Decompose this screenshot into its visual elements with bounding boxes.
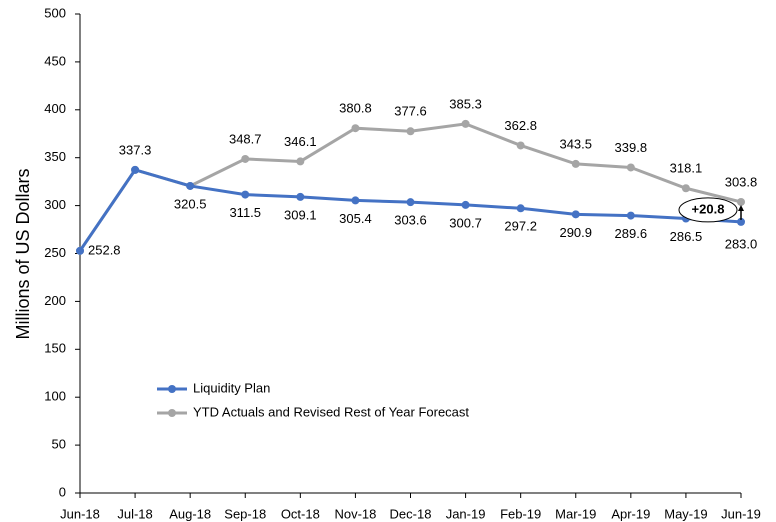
point	[296, 157, 305, 166]
data-label: 303.8	[725, 174, 758, 189]
data-label: 305.4	[339, 211, 372, 226]
data-label: 289.6	[615, 226, 648, 241]
point	[351, 196, 360, 205]
point	[461, 200, 470, 209]
x-tick-label: Apr-19	[611, 506, 650, 521]
y-tick-label: 200	[44, 293, 66, 308]
data-label: 283.0	[725, 236, 758, 251]
data-label: 303.6	[394, 213, 427, 228]
data-label: 343.5	[559, 136, 592, 151]
x-tick-label: Oct-18	[281, 506, 320, 521]
annotation-arrowhead	[738, 204, 744, 211]
data-label: 297.2	[504, 219, 537, 234]
data-label: 309.1	[284, 207, 317, 222]
point	[76, 246, 84, 255]
data-label: 320.5	[174, 196, 207, 211]
data-label: 311.5	[229, 205, 261, 220]
x-tick-label: Jun-19	[721, 506, 761, 521]
point	[737, 217, 745, 226]
point	[406, 127, 415, 136]
point	[626, 163, 635, 172]
y-tick-label: 350	[44, 149, 66, 164]
x-tick-label: Sep-18	[224, 506, 266, 521]
legend-marker	[168, 409, 176, 417]
data-label: 337.3	[119, 142, 152, 157]
data-label: 290.9	[559, 225, 592, 240]
point	[516, 141, 525, 150]
data-label: 346.1	[284, 134, 317, 149]
y-tick-label: 100	[44, 389, 66, 404]
point	[571, 210, 580, 219]
point	[737, 197, 745, 206]
x-tick-label: Jun-18	[60, 506, 100, 521]
point	[296, 192, 305, 201]
x-tick-label: Mar-19	[555, 506, 596, 521]
point	[351, 124, 360, 133]
point	[131, 165, 140, 174]
point	[571, 159, 580, 168]
x-tick-label: Feb-19	[500, 506, 541, 521]
data-label: 318.1	[670, 161, 703, 176]
point	[406, 198, 415, 207]
data-label: 339.8	[615, 140, 648, 155]
x-tick-label: Dec-18	[390, 506, 432, 521]
data-label: 348.7	[229, 131, 262, 146]
legend-label: Liquidity Plan	[193, 380, 270, 395]
point	[241, 190, 250, 199]
point	[626, 211, 635, 220]
legend-marker	[168, 385, 176, 393]
point	[186, 181, 195, 190]
y-tick-label: 450	[44, 53, 66, 68]
x-tick-label: Nov-18	[334, 506, 376, 521]
data-label: 252.8	[88, 242, 121, 257]
point	[241, 154, 250, 163]
data-label: 300.7	[449, 215, 482, 230]
data-label: 385.3	[449, 96, 482, 111]
point	[461, 119, 470, 128]
y-tick-label: 50	[52, 437, 66, 452]
annotation: +20.8	[692, 201, 725, 216]
data-label: 362.8	[504, 118, 537, 133]
y-tick-label: 300	[44, 197, 66, 212]
legend-label: YTD Actuals and Revised Rest of Year For…	[193, 404, 469, 419]
data-label: 286.5	[670, 229, 703, 244]
data-label: 377.6	[394, 104, 427, 119]
point	[516, 204, 525, 213]
annotation-ellipse	[678, 197, 738, 223]
y-tick-label: 500	[44, 5, 66, 20]
x-tick-label: Jul-18	[117, 506, 152, 521]
y-tick-label: 400	[44, 101, 66, 116]
y-tick-label: 150	[44, 341, 66, 356]
y-tick-label: 250	[44, 245, 66, 260]
point	[681, 184, 690, 193]
data-label: 380.8	[339, 101, 372, 116]
y-axis-label: Millions of US Dollars	[13, 168, 33, 339]
x-tick-label: Jan-19	[446, 506, 486, 521]
x-tick-label: Aug-18	[169, 506, 211, 521]
x-tick-label: May-19	[664, 506, 707, 521]
y-tick-label: 0	[59, 484, 66, 499]
